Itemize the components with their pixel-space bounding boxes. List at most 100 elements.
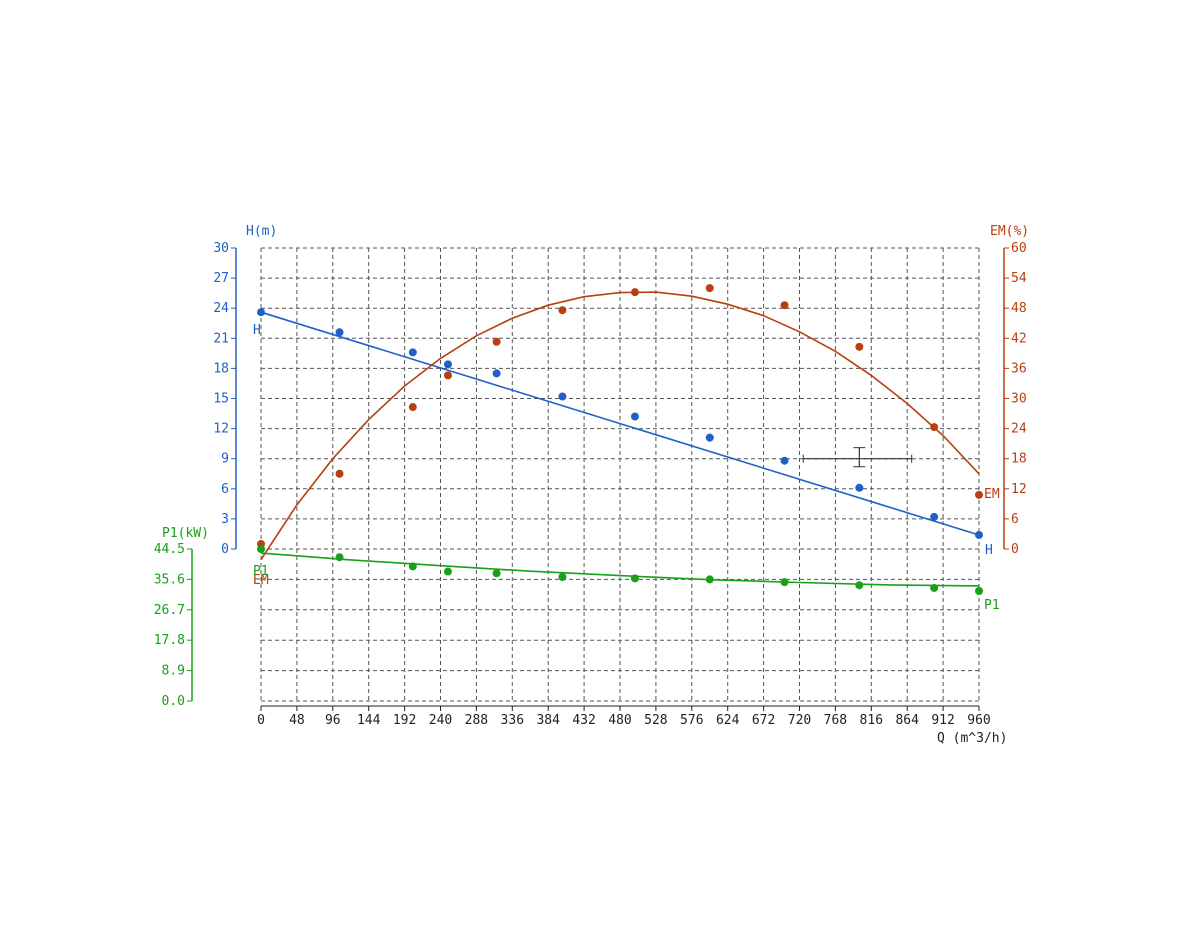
- grid: [260, 247, 980, 702]
- x-tick-label: 480: [608, 713, 631, 728]
- p1-data-point: [855, 581, 864, 590]
- h-data-point: [855, 483, 864, 492]
- em-tick-label: 54: [1011, 271, 1027, 286]
- x-tick-label: 864: [895, 713, 919, 728]
- p1-tick-label: 35.6: [154, 572, 185, 587]
- em-data-point: [408, 403, 417, 412]
- p1-data-point: [492, 569, 501, 578]
- em-data-point: [443, 371, 452, 380]
- p1-data-point: [257, 545, 265, 553]
- h-tick-label: 30: [213, 241, 229, 256]
- h-tick-label: 21: [213, 331, 229, 346]
- axes: 0 48 96 144 192 240 288 336 384 432 480 528 576 624 67…: [154, 241, 1027, 728]
- h-start-label: H: [253, 323, 261, 338]
- p1-tick-label: 17.8: [154, 633, 185, 648]
- h-data-point: [257, 308, 265, 317]
- h-data-point: [780, 456, 789, 465]
- em-start-label: EM: [253, 573, 269, 588]
- em-data-point: [705, 284, 714, 293]
- h-data-point: [408, 348, 417, 357]
- p1-data-point: [408, 562, 417, 571]
- p1-data-point: [705, 575, 714, 584]
- h-data-point: [630, 412, 639, 421]
- em-axis-title: EM(%): [990, 224, 1029, 239]
- x-tick-label: 384: [536, 713, 560, 728]
- h-axis-title: H(m): [246, 224, 277, 239]
- em-data-point: [335, 469, 344, 478]
- em-data-point: [492, 337, 501, 346]
- em-tick-label: 12: [1011, 482, 1027, 497]
- p1-data-point: [335, 553, 344, 562]
- x-tick-label: 0: [257, 713, 265, 728]
- x-tick-label: 96: [325, 713, 341, 728]
- em-tick-label: 24: [1011, 422, 1027, 437]
- em-data-point: [975, 490, 983, 499]
- p1-start-label: P1: [253, 564, 269, 579]
- h-tick-label: 12: [213, 422, 229, 437]
- h-tick-label: 6: [221, 482, 229, 497]
- p1-data-point: [630, 574, 639, 583]
- h-data-point: [705, 433, 714, 442]
- em-tick-label: 60: [1011, 241, 1027, 256]
- x-tick-label: 720: [788, 713, 811, 728]
- p1-tick-label: 8.9: [162, 664, 185, 679]
- p1-tick-label: 26.7: [154, 603, 185, 618]
- h-tick-label: 18: [213, 361, 229, 376]
- h-tick-label: 0: [221, 542, 229, 557]
- p1-axis-title: P1(kW): [162, 526, 209, 541]
- em-data-point: [930, 423, 939, 432]
- h-data-point: [492, 369, 501, 378]
- em-tick-label: 30: [1011, 392, 1027, 407]
- x-tick-label: 48: [289, 713, 305, 728]
- h-tick-label: 24: [213, 301, 229, 316]
- em-data-point: [630, 288, 639, 297]
- h-data-point: [443, 360, 452, 369]
- x-tick-label: 624: [716, 713, 740, 728]
- h-data-point: [558, 392, 567, 401]
- x-tick-label: 816: [860, 713, 883, 728]
- h-tick-label: 9: [221, 452, 229, 467]
- h-data-point: [930, 512, 939, 521]
- x-tick-label: 528: [644, 713, 667, 728]
- p1-data-point: [443, 567, 452, 576]
- em-tick-label: 36: [1011, 361, 1027, 376]
- x-tick-label: 672: [752, 713, 775, 728]
- em-tick-label: 6: [1011, 512, 1019, 527]
- p1-end-label: P1: [984, 598, 1000, 613]
- p1-data-point: [780, 578, 789, 587]
- em-tick-label: 0: [1011, 542, 1019, 557]
- x-tick-label: 576: [680, 713, 703, 728]
- p1-data-point: [930, 583, 939, 592]
- em-tick-label: 18: [1011, 452, 1027, 467]
- x-tick-label: 432: [572, 713, 595, 728]
- x-tick-label: 960: [967, 713, 990, 728]
- x-tick-label: 912: [931, 713, 954, 728]
- x-tick-label: 288: [465, 713, 488, 728]
- p1-tick-label: 44.5: [154, 542, 185, 557]
- p1-tick-label: 0.0: [162, 694, 185, 709]
- em-curve: [260, 291, 980, 560]
- x-axis-title: Q (m^3/h): [937, 731, 1007, 746]
- em-tick-label: 48: [1011, 301, 1027, 316]
- h-tick-label: 15: [213, 392, 229, 407]
- h-data-point: [335, 328, 344, 337]
- x-tick-label: 336: [501, 713, 524, 728]
- em-data-point: [780, 301, 789, 310]
- h-tick-label: 3: [221, 512, 229, 527]
- h-curve: [260, 311, 980, 536]
- p1-data-point: [558, 573, 567, 582]
- h-end-label: H: [985, 543, 993, 558]
- em-data-point: [558, 306, 567, 315]
- h-tick-label: 27: [213, 271, 229, 286]
- em-end-label: EM: [984, 487, 1000, 502]
- x-tick-label: 240: [429, 713, 452, 728]
- p1-data-point: [975, 587, 983, 596]
- x-tick-label: 144: [357, 713, 381, 728]
- em-data-point: [855, 342, 864, 351]
- x-tick-label: 192: [393, 713, 416, 728]
- h-data-point: [975, 530, 983, 539]
- x-tick-label: 768: [824, 713, 847, 728]
- em-tick-label: 42: [1011, 331, 1027, 346]
